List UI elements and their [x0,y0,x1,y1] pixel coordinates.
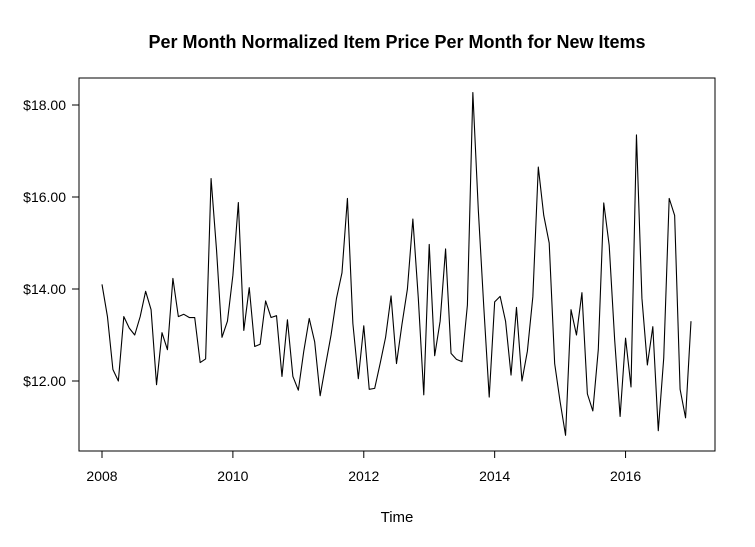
plot-area-frame [78,77,716,452]
chart-title: Per Month Normalized Item Price Per Mont… [148,32,645,52]
y-tick-label: $14.00 [23,281,66,297]
x-tick-label: 2008 [86,468,117,484]
x-axis-label: Time [381,509,414,526]
y-tick-label: $12.00 [23,373,66,389]
series-line [101,92,692,436]
x-tick-label: 2010 [217,468,248,484]
x-tick-label: 2016 [610,468,641,484]
series-layer [101,92,692,436]
y-tick-label: $18.00 [23,97,66,113]
y-tick-label: $16.00 [23,189,66,205]
x-tick-label: 2012 [348,468,379,484]
x-axis: 2008 2010 2012 2014 2016 [86,450,641,484]
x-tick-label: 2014 [479,468,510,484]
y-axis: $12.00 $14.00 $16.00 $18.00 [23,97,80,389]
